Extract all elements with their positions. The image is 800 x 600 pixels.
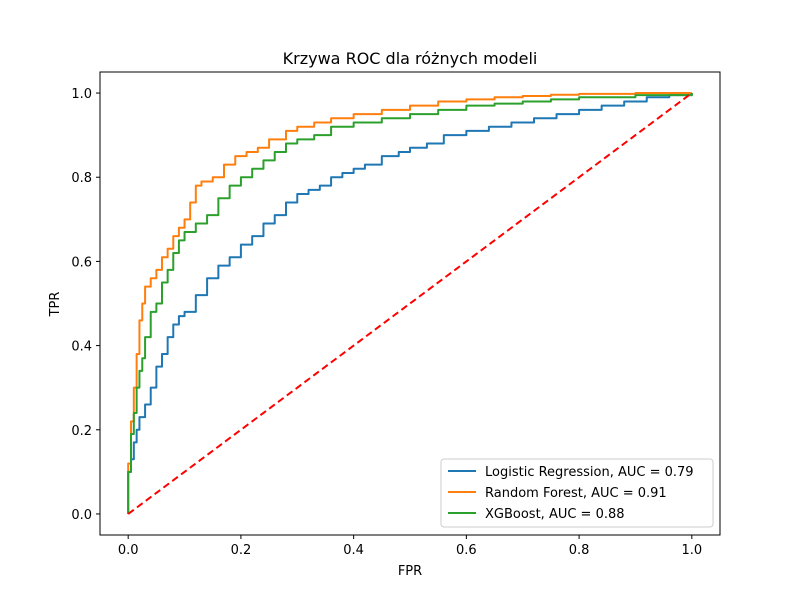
y-tick-label: 1.0 (71, 87, 92, 102)
plot-lines (127, 92, 693, 515)
y-tick-label: 0.8 (71, 171, 92, 186)
y-tick-label: 0.6 (71, 255, 92, 270)
series-line-diagonal-reference (127, 92, 693, 515)
y-tick-label: 0.2 (71, 424, 92, 439)
series-line-xgboost (127, 93, 693, 514)
y-axis: 0.0 0.2 0.4 0.6 0.8 1.0 (71, 87, 100, 523)
x-tick-label: 0.4 (343, 543, 364, 558)
legend: Logistic Regression, AUC = 0.79 Random F… (440, 458, 714, 528)
legend-entry-random-forest: Random Forest, AUC = 0.91 (485, 486, 667, 501)
legend-entry-xgboost: XGBoost, AUC = 0.88 (485, 507, 625, 522)
x-tick-label: 0.2 (231, 543, 252, 558)
axes-frame (99, 71, 721, 536)
y-axis-label: TPR (48, 292, 63, 318)
y-tick-label: 0.0 (71, 508, 92, 523)
x-tick-label: 1.0 (681, 543, 702, 558)
y-tick-label: 0.4 (71, 340, 92, 355)
chart-title: Krzywa ROC dla różnych modeli (283, 49, 538, 68)
legend-box (440, 458, 714, 528)
x-axis: 0.0 0.2 0.4 0.6 0.8 1.0 (118, 535, 702, 558)
series-line-random-forest (127, 92, 692, 514)
series-line-logistic-regression (127, 93, 693, 514)
x-tick-label: 0.6 (456, 543, 477, 558)
x-axis-label: FPR (398, 564, 422, 579)
legend-entry-logistic-regression: Logistic Regression, AUC = 0.79 (485, 465, 694, 480)
x-tick-label: 0.8 (569, 543, 590, 558)
x-tick-label: 0.0 (118, 543, 139, 558)
